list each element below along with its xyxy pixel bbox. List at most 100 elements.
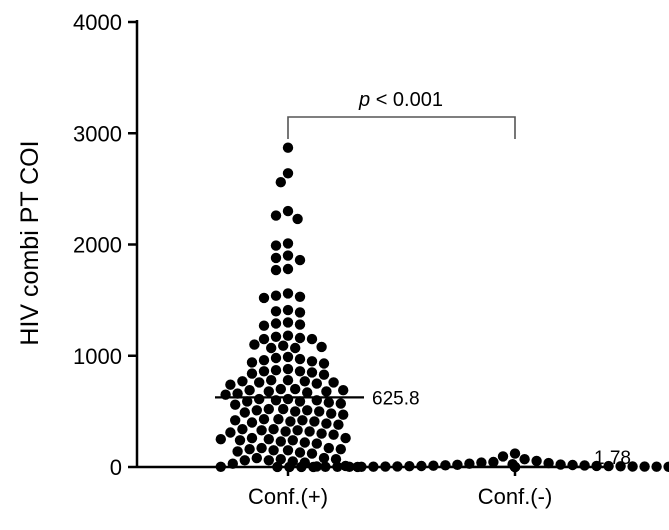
data-point — [282, 330, 294, 341]
data-point — [285, 416, 296, 427]
data-point — [579, 460, 590, 471]
data-point — [326, 408, 337, 419]
data-point — [294, 447, 306, 458]
data-point — [294, 366, 306, 377]
data-point — [256, 425, 267, 436]
data-point — [272, 461, 283, 473]
data-point — [392, 461, 403, 472]
data-point — [284, 461, 295, 473]
data-point — [306, 448, 318, 459]
data-point — [308, 461, 319, 473]
data-point — [263, 403, 274, 415]
data-point — [270, 252, 282, 264]
data-point — [237, 424, 248, 435]
data-point — [323, 397, 334, 408]
data-point — [651, 461, 662, 472]
data-point — [275, 436, 286, 447]
significance-annotation: p < 0.001 — [287, 89, 516, 139]
x-category-label: Conf.(-) — [478, 484, 553, 509]
data-point — [270, 331, 282, 342]
data-point — [311, 378, 322, 389]
data-point — [356, 461, 367, 472]
x-axis-categories: Conf.(+) Conf.(-) — [248, 467, 552, 509]
data-point — [225, 427, 236, 438]
data-point — [230, 415, 241, 426]
data-point — [321, 418, 332, 429]
data-point — [304, 426, 315, 437]
data-point — [335, 398, 346, 409]
data-point — [627, 461, 638, 472]
data-point — [344, 461, 355, 472]
data-point — [275, 383, 286, 395]
data-point — [258, 292, 270, 304]
data-point — [239, 455, 250, 466]
data-point — [296, 461, 307, 473]
data-point — [306, 333, 318, 345]
data-point — [294, 319, 306, 330]
data-point — [294, 353, 306, 365]
data-point — [615, 461, 626, 472]
data-point — [663, 461, 669, 472]
data-point — [311, 438, 322, 449]
data-point — [328, 377, 339, 388]
data-point — [246, 357, 258, 368]
data-point — [266, 342, 277, 354]
data-point — [278, 403, 289, 415]
data-point — [263, 386, 274, 397]
data-point — [302, 387, 313, 398]
data-point — [249, 339, 260, 350]
data-point — [306, 356, 318, 367]
data-point — [314, 406, 325, 417]
data-point — [282, 304, 294, 316]
y-axis-ticks: 0 1000 2000 3000 4000 — [73, 10, 137, 480]
data-point — [270, 264, 282, 276]
data-point — [234, 435, 246, 446]
y-tick-label: 3000 — [73, 121, 122, 146]
data-point — [270, 210, 282, 221]
data-point — [519, 454, 530, 465]
data-point — [290, 383, 301, 395]
data-point — [380, 461, 391, 472]
data-point — [258, 320, 270, 331]
data-point — [254, 393, 265, 405]
data-point — [251, 405, 262, 416]
data-point — [531, 455, 542, 467]
y-axis-label: HIV combi PT COI — [16, 140, 44, 345]
data-point — [509, 448, 521, 459]
data-point — [338, 385, 349, 396]
significance-label: p < 0.001 — [358, 89, 443, 111]
data-point — [299, 376, 310, 387]
median-value-label: 625.8 — [372, 388, 420, 409]
data-point — [230, 399, 241, 410]
data-point — [476, 457, 487, 468]
median-value-label: 1.78 — [594, 448, 631, 469]
data-point — [294, 254, 306, 266]
data-point — [270, 306, 282, 317]
data-point — [258, 414, 270, 425]
y-tick-label: 2000 — [73, 233, 122, 258]
data-point — [244, 385, 255, 396]
data-point — [239, 407, 250, 418]
data-point — [282, 393, 294, 405]
data-point — [246, 368, 258, 379]
data-point — [603, 460, 614, 472]
data-point — [368, 461, 379, 472]
data-point — [555, 459, 566, 470]
data-point — [282, 363, 294, 375]
data-point — [263, 455, 274, 466]
data-point — [318, 358, 330, 369]
data-point — [292, 213, 303, 225]
data-point — [318, 369, 330, 380]
data-point — [282, 205, 294, 217]
y-tick-label: 0 — [110, 455, 122, 480]
y-tick-label: 1000 — [73, 344, 122, 369]
data-point — [452, 459, 463, 470]
data-point — [320, 461, 331, 472]
data-point — [428, 460, 439, 471]
median-lines: 625.8 1.78 — [215, 388, 631, 469]
data-point — [543, 457, 554, 469]
data-point — [318, 452, 330, 464]
data-point — [282, 168, 294, 179]
data-point — [268, 445, 279, 456]
